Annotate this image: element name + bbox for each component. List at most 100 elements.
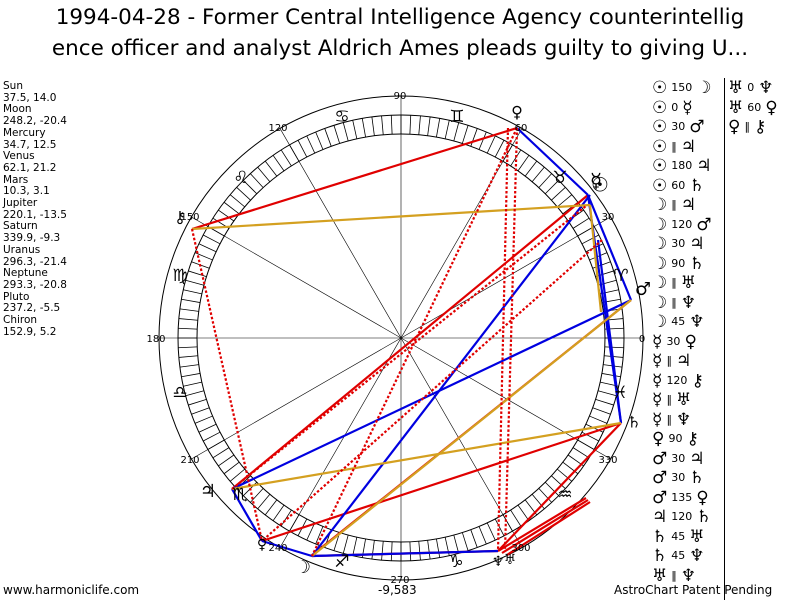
band-tick — [510, 149, 522, 167]
mars-planet-icon: ♂ — [635, 279, 651, 300]
band-tick — [572, 447, 590, 459]
band-tick — [562, 461, 579, 475]
band-tick — [581, 431, 599, 442]
band-tick — [557, 468, 573, 482]
band-tick — [178, 346, 198, 349]
band-tick — [361, 118, 366, 138]
band-tick — [188, 398, 207, 406]
aspect-line — [516, 127, 589, 196]
aspect-line — [501, 499, 589, 554]
band-tick — [589, 415, 608, 424]
band-tick — [181, 373, 201, 378]
footer-patent: AstroChart Patent Pending — [614, 583, 773, 597]
band-tick — [444, 120, 450, 139]
aspect-grid-separator — [724, 78, 725, 600]
band-tick — [333, 125, 341, 144]
band-tick — [243, 180, 258, 195]
band-tick — [531, 494, 545, 510]
uranus-planet-icon: ♅ — [504, 552, 517, 568]
planet-name: Jupiter — [3, 197, 38, 210]
band-tick — [538, 173, 552, 188]
aspect-line — [231, 194, 589, 490]
band-tick — [470, 128, 478, 147]
band-tick — [478, 526, 487, 545]
band-tick — [218, 209, 235, 222]
band-tick — [352, 537, 358, 556]
band-tick — [212, 447, 230, 459]
planet-coordinates: 293.3, -20.8 — [3, 278, 67, 291]
degree-label: 60 — [515, 123, 528, 134]
aquarius-sign-icon: ♒ — [557, 485, 572, 505]
band-tick — [418, 115, 421, 135]
aspect-line — [231, 299, 632, 490]
aspect-line — [588, 204, 603, 313]
aspect-line — [497, 497, 587, 552]
band-tick — [427, 116, 431, 136]
band-tick — [551, 475, 566, 489]
venus-planet-icon: ♀ — [257, 537, 267, 553]
planet-name: Mars — [3, 173, 29, 186]
planet-coordinates: 62.1, 21.2 — [3, 161, 57, 174]
band-tick — [198, 423, 217, 433]
band-tick — [280, 149, 292, 167]
band-tick — [486, 522, 496, 541]
aspect-line-dotted — [231, 205, 587, 490]
band-tick — [352, 120, 358, 139]
band-tick — [236, 187, 251, 201]
band-tick — [592, 407, 611, 415]
band-tick — [178, 318, 198, 321]
band-tick — [342, 534, 349, 554]
band-tick — [250, 173, 264, 188]
band-tick — [324, 128, 332, 147]
band-tick — [453, 122, 460, 142]
band-tick — [517, 504, 530, 521]
moon-planet-icon: ☽ — [295, 557, 311, 578]
sun-planet-icon: ☉ — [591, 173, 609, 197]
band-tick — [427, 540, 431, 560]
band-tick — [601, 373, 621, 378]
band-tick — [436, 538, 441, 558]
band-tick — [544, 481, 559, 496]
band-tick — [272, 155, 285, 172]
footer-website[interactable]: www.harmoniclife.com — [3, 583, 140, 597]
band-tick — [306, 135, 316, 154]
planet-name: Chiron — [3, 314, 38, 327]
band-tick — [229, 468, 245, 482]
planet-name: Sun — [3, 80, 23, 92]
band-tick — [250, 488, 264, 503]
band-tick — [315, 131, 324, 150]
planet-name: Mercury — [3, 126, 46, 139]
band-tick — [229, 194, 245, 208]
degree-label: 210 — [180, 455, 199, 466]
band-tick — [371, 116, 375, 136]
pisces-sign-icon: ♓ — [612, 383, 627, 403]
title-line-1: 1994-04-28 - Former Central Intelligence… — [55, 5, 745, 30]
band-tick — [390, 541, 393, 561]
band-tick — [418, 541, 421, 561]
saturn-planet-icon: ♄ — [627, 413, 641, 432]
neptune-planet-icon: ♆ — [492, 554, 505, 570]
planet-name: Venus — [3, 150, 35, 163]
aspect-line — [506, 501, 591, 556]
degree-label: 240 — [268, 543, 287, 554]
virgo-sign-icon: ♍ — [172, 266, 187, 286]
band-tick — [188, 270, 207, 278]
band-tick — [257, 166, 271, 182]
band-tick — [436, 118, 441, 138]
planet-coordinates: 34.7, 12.5 — [3, 138, 57, 151]
band-tick — [461, 532, 469, 551]
aspect-line — [586, 194, 633, 301]
band-tick — [223, 461, 240, 475]
footer-center-value: -9,583 — [378, 583, 417, 597]
planet-coordinates: 296.3, -21.4 — [3, 255, 67, 268]
band-tick — [315, 526, 324, 545]
sagittarius-sign-icon: ♐ — [334, 552, 349, 572]
planet-glyphs: ♀ ☿☉ ♂ ♄ ⚷ ♃ ♀ ☽ ♆ ♅ — [174, 103, 651, 579]
band-tick — [194, 415, 213, 424]
band-tick — [538, 488, 552, 503]
aspect-line — [231, 488, 263, 542]
band-tick — [381, 541, 384, 561]
band-tick — [178, 355, 198, 358]
band-tick — [531, 166, 545, 182]
chart-title: 1994-04-28 - Former Central Intelligence… — [0, 2, 800, 64]
